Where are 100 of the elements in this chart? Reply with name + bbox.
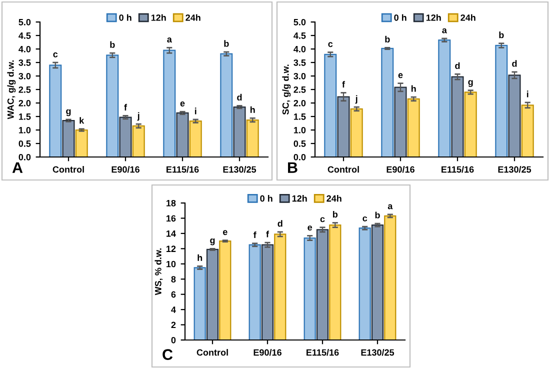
bar <box>521 104 534 157</box>
data-label: b <box>224 40 229 47</box>
y-tick-label: 1.0 <box>294 126 306 134</box>
data-label: a <box>388 204 393 210</box>
bar <box>106 54 119 157</box>
data-label: b <box>385 36 390 42</box>
bar <box>438 40 451 157</box>
y-axis-title: SC, g/g d.w. <box>282 64 291 115</box>
y-tick-label: 18 <box>166 200 176 206</box>
y-tick-label: 3.5 <box>294 59 306 66</box>
bar <box>324 54 337 157</box>
bar <box>219 240 232 340</box>
data-label: d <box>237 94 242 101</box>
x-tick-label: E115/16 <box>442 166 474 173</box>
data-label: c <box>320 217 325 222</box>
data-label: e <box>222 230 228 236</box>
x-tick-label: E90/16 <box>386 166 414 173</box>
bar <box>246 119 259 157</box>
y-tick-label: 2.0 <box>294 100 306 106</box>
data-label: e <box>308 226 312 231</box>
y-tick-label: 4.5 <box>294 32 306 39</box>
y-tick-label: 5.0 <box>294 18 306 26</box>
data-label: f <box>124 104 128 110</box>
data-label: f <box>266 230 270 238</box>
data-label: h <box>411 85 416 92</box>
data-label: g <box>468 80 473 87</box>
bar <box>176 112 189 157</box>
bar <box>274 234 286 340</box>
bar <box>119 116 132 157</box>
y-tick-label: 4.0 <box>18 46 31 52</box>
y-tick-label: 4.5 <box>18 32 31 39</box>
data-label: f <box>254 232 256 238</box>
data-label: d <box>512 60 517 67</box>
y-tick-label: 3.0 <box>18 72 31 80</box>
data-label: b <box>499 32 504 38</box>
bar <box>49 64 62 157</box>
y-tick-label: 14 <box>166 230 176 237</box>
x-tick-label: E115/16 <box>166 166 199 173</box>
y-tick-label: 4 <box>171 306 176 313</box>
y-tick-label: 4.0 <box>294 46 306 52</box>
x-tick-label: Control <box>328 166 359 173</box>
y-tick-label: 1.0 <box>18 126 31 134</box>
data-label: g <box>210 238 215 246</box>
y-tick-label: 10 <box>166 260 176 268</box>
bar <box>163 50 176 157</box>
y-tick-label: 0.5 <box>18 140 31 147</box>
bar <box>464 92 477 157</box>
x-tick-label: E130/25 <box>223 166 256 173</box>
x-tick-label: E130/25 <box>361 349 394 356</box>
legend-label: 12h <box>292 195 307 202</box>
data-label: d <box>455 62 460 69</box>
data-label: e <box>180 102 185 106</box>
bar <box>194 267 206 340</box>
bar <box>495 44 508 157</box>
bar <box>329 224 342 340</box>
y-axis-title: WS, % d.w. <box>154 248 163 296</box>
x-tick-label: E90/16 <box>254 349 282 356</box>
bar <box>358 228 371 340</box>
bar <box>132 125 145 157</box>
bar <box>407 98 420 157</box>
y-axis-title: WAC, g/g d.w. <box>7 60 16 120</box>
data-label: i <box>526 90 528 98</box>
bar <box>451 76 464 157</box>
data-label: g <box>66 109 71 116</box>
y-tick-label: 5.0 <box>18 18 31 26</box>
data-label: a <box>167 38 172 42</box>
bar <box>381 48 394 157</box>
data-label: h <box>198 254 202 261</box>
bar <box>384 215 396 340</box>
y-tick-label: 2.0 <box>18 100 31 106</box>
y-tick-label: 0.0 <box>294 154 306 160</box>
legend-label: 24h <box>460 14 476 21</box>
data-label: b <box>332 210 338 218</box>
data-label: b <box>375 212 380 218</box>
y-tick-label: 6 <box>171 291 176 298</box>
x-tick-label: Control <box>52 166 84 173</box>
bar <box>316 229 329 340</box>
y-tick-label: 8 <box>171 276 176 282</box>
text: B <box>288 162 298 173</box>
y-tick-label: 2.5 <box>18 86 31 93</box>
legend-label: 0 h <box>119 14 132 21</box>
y-tick-label: 1.5 <box>294 114 306 120</box>
data-label: c <box>328 42 333 48</box>
legend-label: 12h <box>151 14 166 21</box>
y-tick-label: 1.5 <box>18 114 31 120</box>
bar <box>220 53 233 157</box>
data-label: i <box>194 108 196 114</box>
y-tick-label: 0.5 <box>294 140 306 147</box>
bar <box>233 106 246 157</box>
bar <box>304 237 316 340</box>
y-tick-label: 16 <box>166 215 176 222</box>
text: C <box>162 349 173 360</box>
y-tick-label: 2.5 <box>294 86 306 93</box>
x-tick-label: E115/16 <box>306 349 339 356</box>
bar <box>62 120 75 157</box>
data-label: c <box>53 52 58 58</box>
text: A <box>12 162 23 173</box>
legend-label: 24h <box>186 14 200 21</box>
data-label: f <box>342 80 346 88</box>
bar <box>350 108 363 157</box>
